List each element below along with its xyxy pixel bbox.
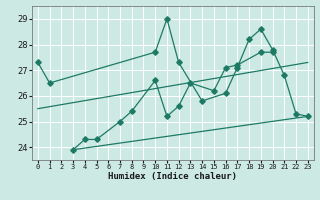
X-axis label: Humidex (Indice chaleur): Humidex (Indice chaleur): [108, 172, 237, 181]
